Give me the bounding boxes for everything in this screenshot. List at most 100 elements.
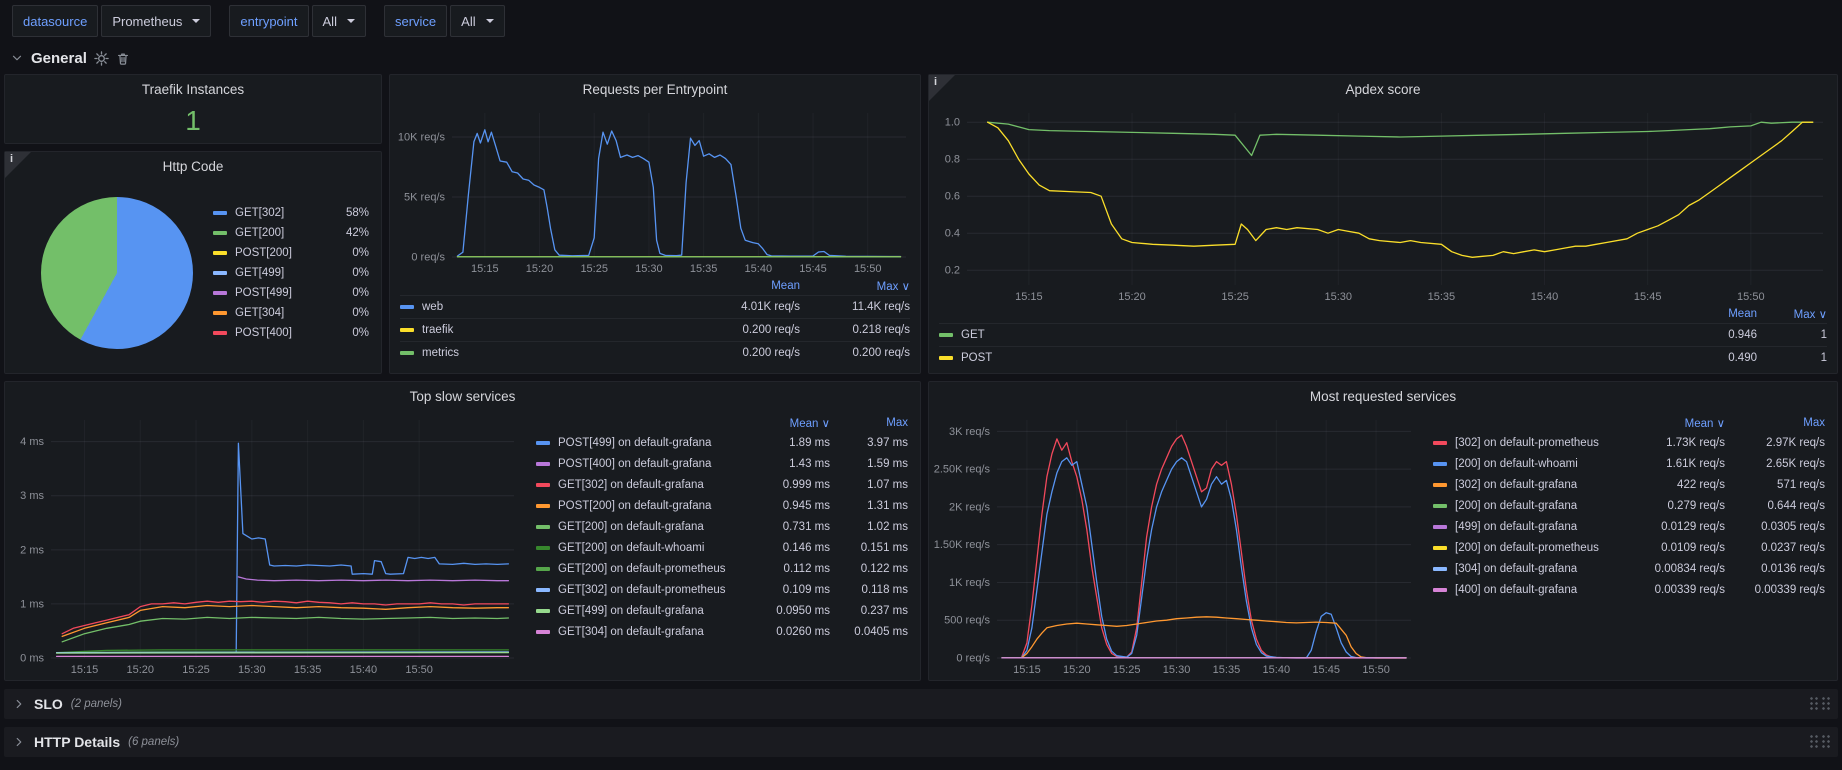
series-color-swatch: [1433, 440, 1447, 445]
series-color-swatch: [1433, 545, 1447, 550]
series-label: traefik: [422, 324, 454, 336]
legend-row[interactable]: metrics 0.200 req/s 0.200 req/s: [400, 341, 910, 364]
legend-row[interactable]: GET[302] on default-prometheus 0.109 ms 0.…: [536, 579, 908, 600]
series-color-swatch: [536, 440, 550, 445]
row-header-general[interactable]: General: [0, 42, 1842, 74]
chevron-down-icon: [12, 55, 22, 61]
series-color-swatch: [1433, 482, 1447, 487]
drag-handle-icon[interactable]: [1809, 696, 1830, 712]
legend-row[interactable]: POST[499] 0%: [213, 283, 369, 303]
legend-row[interactable]: GET 0.946 1: [939, 323, 1827, 346]
panel-title[interactable]: Most requested services: [1309, 389, 1457, 404]
legend-row[interactable]: POST[400] on default-grafana 1.43 ms 1.59 …: [536, 453, 908, 474]
legend-row[interactable]: POST[400] 0%: [213, 323, 369, 343]
legend-row[interactable]: [200] on default-prometheus 0.0109 req/s 0…: [1433, 537, 1825, 558]
pie-chart[interactable]: [41, 196, 193, 349]
svg-text:15:20: 15:20: [126, 664, 154, 676]
legend-row[interactable]: POST[200] 0%: [213, 243, 369, 263]
variable-entrypoint-select[interactable]: All: [311, 5, 366, 37]
legend-sort-header[interactable]: Max: [886, 417, 908, 429]
stat-value: 1: [185, 105, 201, 136]
legend-row[interactable]: GET[499] 0%: [213, 263, 369, 283]
legend-row[interactable]: [200] on default-grafana 0.279 req/s 0.644…: [1433, 495, 1825, 516]
legend-row[interactable]: GET[200] on default-whoami 0.146 ms 0.151 …: [536, 537, 908, 558]
apdex-chart[interactable]: 0.2 0.4 0.6 0.8 1.0 15:15 15:20 15:25 15:30 15:35…: [931, 105, 1835, 305]
most-requested-chart[interactable]: 0 req/s 500 req/s 1K req/s 1.50K req/s 2K re…: [931, 412, 1423, 678]
row-title-slo: SLO: [34, 696, 63, 712]
row-delete-button[interactable]: [116, 51, 130, 66]
row-settings-button[interactable]: [94, 50, 109, 66]
series-color-swatch: [536, 587, 550, 592]
svg-text:15:45: 15:45: [799, 263, 827, 275]
svg-text:0 req/s: 0 req/s: [956, 653, 990, 665]
legend-row[interactable]: [302] on default-prometheus 1.73K req/s 2.…: [1433, 432, 1825, 453]
legend-row[interactable]: web 4.01K req/s 11.4K req/s: [400, 295, 910, 318]
legend-row[interactable]: GET[200] on default-grafana 0.731 ms 1.02 …: [536, 516, 908, 537]
series-label: GET[499] on default-grafana: [558, 604, 704, 617]
legend-sort-header[interactable]: Max ∨: [1793, 309, 1827, 321]
legend-row[interactable]: GET[302] 58%: [213, 203, 369, 223]
panel-title[interactable]: Apdex score: [1345, 82, 1421, 97]
chart-svg: 0 ms 1 ms 2 ms 3 ms 4 ms 15:15 15:20 15:25 15:30…: [20, 420, 514, 676]
panel-info-icon[interactable]: i: [929, 75, 955, 101]
legend-header: Mean ∨ Max: [536, 414, 908, 432]
svg-text:0.8: 0.8: [945, 154, 960, 166]
chevron-down-icon: [485, 19, 494, 23]
variable-datasource-select[interactable]: Prometheus: [101, 5, 212, 37]
panel-traefik-instances: Traefik Instances 1: [4, 74, 382, 144]
series-value: 0.0260 ms: [776, 625, 830, 638]
legend-sort-header[interactable]: Max: [1803, 417, 1825, 429]
series-label: GET[302] on default-prometheus: [558, 583, 726, 596]
series-color-swatch: [1433, 587, 1447, 592]
legend-row[interactable]: [302] on default-grafana 422 req/s 571 req…: [1433, 474, 1825, 495]
legend-row[interactable]: POST[499] on default-grafana 1.89 ms 3.97 …: [536, 432, 908, 453]
series-label: GET[200] on default-grafana: [558, 520, 704, 533]
panel-title[interactable]: Requests per Entrypoint: [582, 82, 728, 97]
series-value: 0.218 req/s: [852, 324, 910, 336]
row-header-http-details[interactable]: HTTP Details (6 panels): [4, 727, 1838, 757]
panel-title[interactable]: Http Code: [162, 159, 224, 174]
legend-sort-header[interactable]: Mean: [771, 280, 800, 292]
legend-row[interactable]: GET[304] on default-grafana 0.0260 ms 0.04…: [536, 621, 908, 642]
legend-row[interactable]: [200] on default-whoami 1.61K req/s 2.65K …: [1433, 453, 1825, 474]
drag-handle-icon[interactable]: [1809, 734, 1830, 750]
series-value: 1.02 ms: [867, 520, 908, 533]
series-value: 0.0950 ms: [776, 604, 830, 617]
legend-row[interactable]: POST 0.490 1: [939, 346, 1827, 369]
series-value: 0.945 ms: [782, 499, 830, 512]
requests-chart[interactable]: 0 req/s 5K req/s 10K req/s 15:15 15:20 15:25 1…: [392, 105, 918, 277]
legend-row[interactable]: traefik 0.200 req/s 0.218 req/s: [400, 318, 910, 341]
panel-title[interactable]: Top slow services: [409, 389, 516, 404]
series-value: 0.146 ms: [782, 541, 830, 554]
series-value: 0.200 req/s: [742, 324, 800, 336]
legend-row[interactable]: POST[200] on default-grafana 0.945 ms 1.31…: [536, 495, 908, 516]
legend-row[interactable]: GET[302] on default-grafana 0.999 ms 1.07 …: [536, 474, 908, 495]
legend-row[interactable]: [499] on default-grafana 0.0129 req/s 0.03…: [1433, 516, 1825, 537]
legend-row[interactable]: GET[200] on default-prometheus 0.112 ms 0.…: [536, 558, 908, 579]
chevron-down-icon: [346, 19, 355, 23]
legend-row[interactable]: GET[499] on default-grafana 0.0950 ms 0.23…: [536, 600, 908, 621]
series-label: GET[499]: [235, 266, 285, 279]
svg-text:15:50: 15:50: [1362, 664, 1390, 676]
legend-row[interactable]: GET[200] 42%: [213, 223, 369, 243]
svg-text:15:20: 15:20: [1118, 291, 1146, 303]
row-header-slo[interactable]: SLO (2 panels): [4, 689, 1838, 719]
legend-sort-header[interactable]: Max ∨: [876, 281, 910, 293]
legend-row[interactable]: [400] on default-grafana 0.00339 req/s 0.0…: [1433, 579, 1825, 600]
legend-row[interactable]: [304] on default-grafana 0.00834 req/s 0.0…: [1433, 558, 1825, 579]
panel-info-icon[interactable]: i: [5, 152, 31, 178]
legend-sort-header[interactable]: Mean ∨: [789, 418, 830, 430]
slow-services-chart[interactable]: 0 ms 1 ms 2 ms 3 ms 4 ms 15:15 15:20 15:25 15:30…: [7, 412, 526, 678]
legend-sort-header[interactable]: Mean: [1728, 308, 1757, 320]
series-value: 58%: [345, 206, 369, 219]
legend-row[interactable]: GET[304] 0%: [213, 303, 369, 323]
svg-text:15:40: 15:40: [745, 263, 773, 275]
series-value: 0.0405 ms: [854, 625, 908, 638]
series-value: 0.0136 req/s: [1761, 562, 1825, 575]
series-value: 1: [1820, 329, 1827, 341]
panel-title[interactable]: Traefik Instances: [141, 82, 245, 97]
variable-service-select[interactable]: All: [450, 5, 505, 37]
svg-text:2 ms: 2 ms: [20, 544, 44, 556]
legend-sort-header[interactable]: Mean ∨: [1684, 418, 1725, 430]
series-color-swatch: [213, 270, 227, 275]
